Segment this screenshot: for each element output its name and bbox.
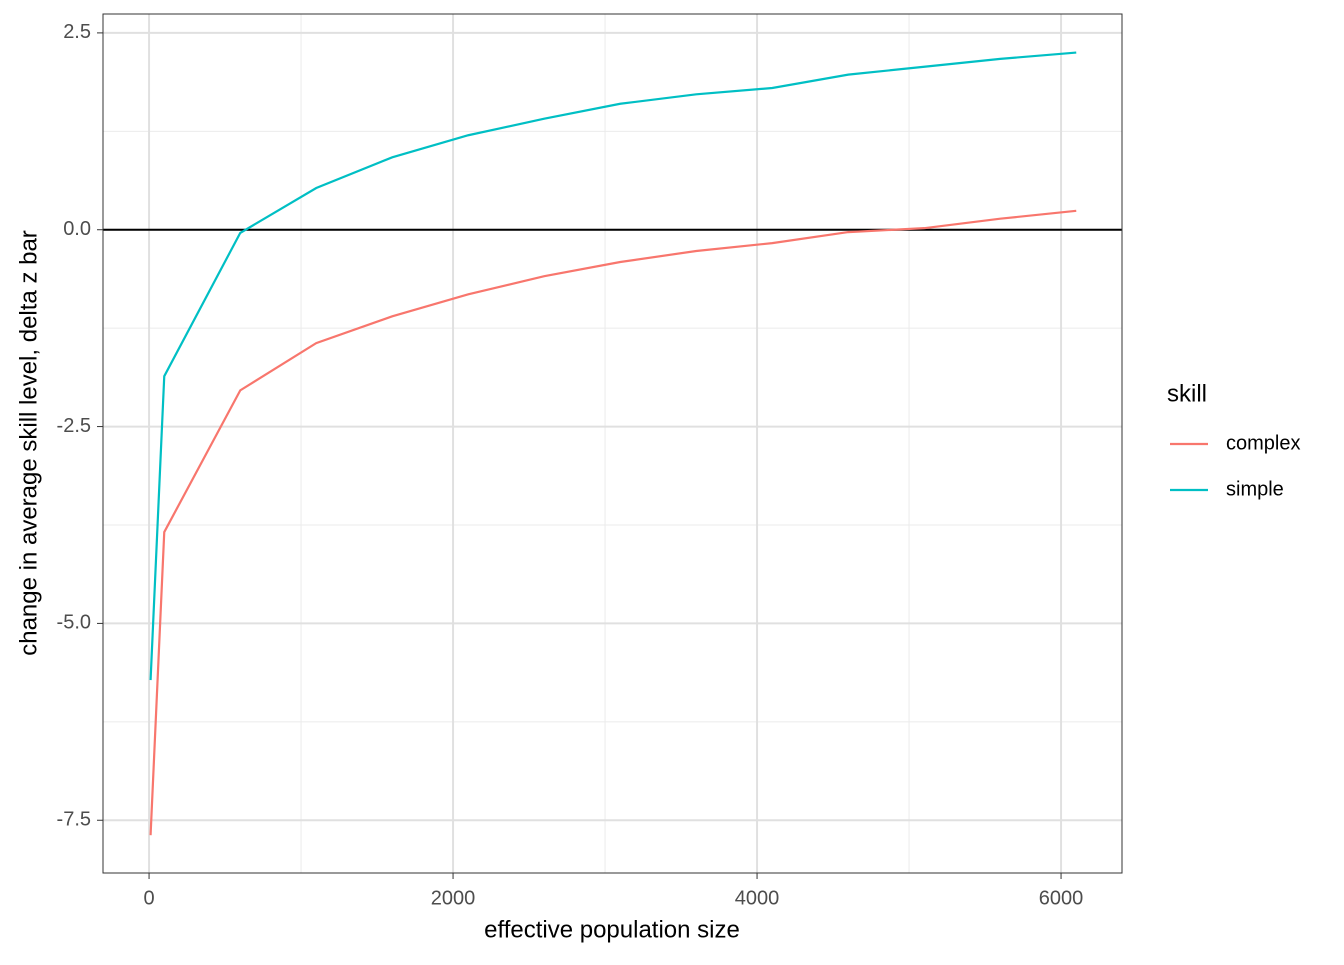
plot-border xyxy=(102,13,1123,874)
y-tick-label: 0.0 xyxy=(63,218,91,240)
y-tick-label: -5.0 xyxy=(57,612,91,634)
y-tick-label: -2.5 xyxy=(57,415,91,437)
x-tick-label: 4000 xyxy=(735,887,780,909)
y-tick-label: 2.5 xyxy=(63,21,91,43)
x-tick-label: 2000 xyxy=(431,887,476,909)
x-tick-label: 0 xyxy=(143,887,154,909)
y-axis-title: change in average skill level, delta z b… xyxy=(15,230,42,656)
legend-label: complex xyxy=(1226,432,1300,454)
y-tick-label: -7.5 xyxy=(57,809,91,831)
legend-label: simple xyxy=(1226,478,1284,500)
x-tick-label: 6000 xyxy=(1039,887,1084,909)
data-line xyxy=(149,209,1077,836)
legend-title: skill xyxy=(1167,380,1207,407)
x-axis-title: effective population size xyxy=(484,916,740,943)
data-line xyxy=(149,51,1077,681)
